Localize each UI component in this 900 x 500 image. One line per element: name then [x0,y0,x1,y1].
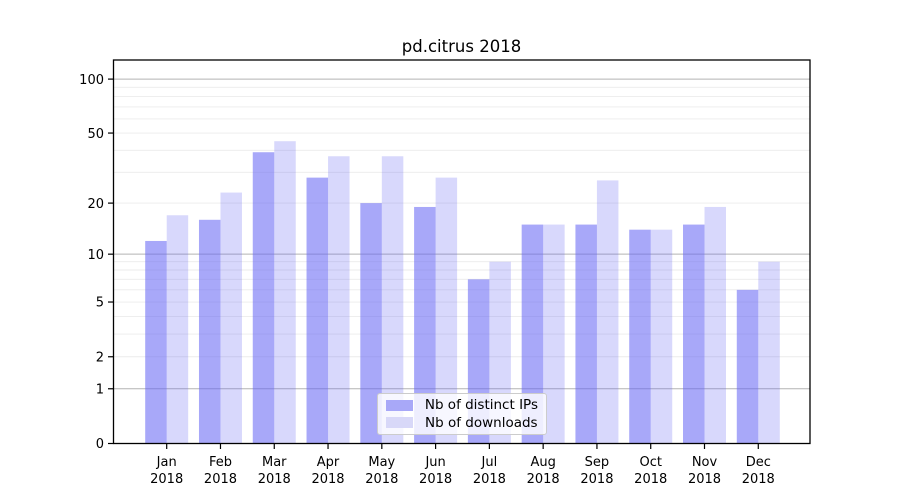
y-tick-label-1: 1 [96,382,104,397]
x-tick-label-year-jun: 2018 [419,472,452,487]
x-tick-label-year-feb: 2018 [204,472,237,487]
x-tick-label-year-apr: 2018 [311,472,344,487]
legend: Nb of distinct IPs Nb of downloads [377,393,547,435]
x-tick-label-month-may: May [368,455,395,470]
bar-dec-distinct-ips [736,289,759,444]
x-tick-label-month-feb: Feb [209,455,232,470]
x-tick-label-year-aug: 2018 [527,472,560,487]
legend-swatch-distinct-ips [386,400,413,411]
bar-dec-downloads [758,261,780,444]
bar-jun-downloads [435,177,458,444]
bar-jan-distinct-ips [145,240,167,444]
y-tick-label-0: 0 [96,437,104,452]
y-tick-label-5: 5 [96,296,104,311]
x-tick-label-month-nov: Nov [692,455,718,470]
bar-nov-downloads [704,206,726,444]
x-tick-label-year-may: 2018 [365,472,398,487]
legend-label-distinct-ips: Nb of distinct IPs [424,397,538,414]
y-tick-label-20: 20 [87,197,104,212]
bar-oct-distinct-ips [629,229,651,444]
x-tick-label-month-jan: Jan [156,455,177,470]
chart-title: pd.citrus 2018 [401,37,522,56]
bar-sep-downloads [596,180,619,444]
bar-apr-distinct-ips [306,177,329,444]
x-tick-label-year-sep: 2018 [580,472,613,487]
x-tick-label-month-oct: Oct [639,455,661,470]
bar-aug-downloads [543,224,565,444]
bar-mar-distinct-ips [252,152,275,444]
bar-may-distinct-ips [360,203,382,444]
bar-may-downloads [381,156,404,444]
legend-swatch-downloads [386,417,413,428]
x-tick-label-year-dec: 2018 [742,472,775,487]
y-tick-label-10: 10 [87,248,104,263]
x-tick-label-month-mar: Mar [262,455,287,470]
x-tick-label-month-jul: Jul [481,455,498,470]
bar-mar-downloads [274,141,296,444]
plot-border [112,59,811,445]
y-tick-label-100: 100 [79,73,104,88]
bar-apr-downloads [328,156,350,444]
x-tick-label-month-jun: Jun [424,455,445,470]
bar-nov-distinct-ips [683,224,705,444]
x-tick-label-year-mar: 2018 [258,472,291,487]
x-tick-label-month-apr: Apr [317,455,340,470]
bar-oct-downloads [650,229,673,444]
y-tick-label-50: 50 [87,127,104,142]
x-tick-label-year-jan: 2018 [150,472,183,487]
legend-label-downloads: Nb of downloads [425,414,538,431]
x-tick-label-year-oct: 2018 [634,472,667,487]
x-tick-label-month-aug: Aug [530,455,555,470]
x-tick-label-month-dec: Dec [746,455,771,470]
bar-jun-distinct-ips [414,206,436,444]
x-tick-label-year-nov: 2018 [688,472,721,487]
x-tick-label-year-jul: 2018 [473,472,506,487]
bar-aug-distinct-ips [521,224,544,444]
bar-feb-downloads [220,192,242,444]
legend-item-downloads: Nb of downloads [386,415,538,431]
legend-item-distinct-ips: Nb of distinct IPs [386,397,538,413]
bar-feb-distinct-ips [198,219,221,444]
x-tick-label-month-sep: Sep [585,455,610,470]
bar-sep-distinct-ips [575,224,597,444]
y-tick-label-2: 2 [96,350,104,365]
bar-jan-downloads [166,215,189,444]
